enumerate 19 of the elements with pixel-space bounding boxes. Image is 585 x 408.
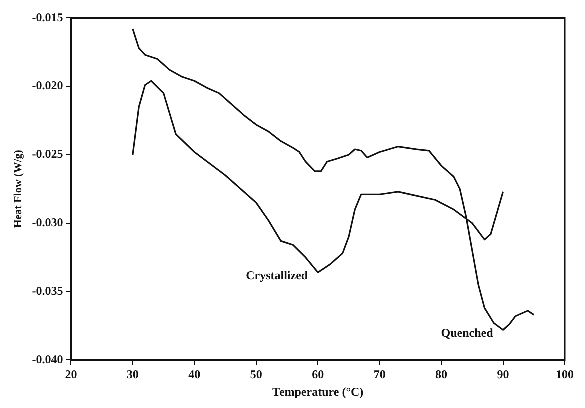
y-tick-label: -0.040 [32,352,64,366]
x-tick-label: 40 [188,367,201,382]
y-tick-label: -0.030 [32,215,64,230]
y-tick-label: -0.020 [32,78,64,93]
x-tick-label: 100 [556,367,574,382]
y-tick-label: -0.025 [32,147,64,162]
x-tick-label: 80 [436,367,448,382]
x-tick-label: 20 [65,367,78,382]
x-tick-label: 70 [374,367,386,382]
y-tick-label: -0.035 [32,284,64,298]
y-axis-title: Heat Flow (W/g) [12,150,24,228]
x-tick-label: 60 [312,367,324,382]
x-tick-label: 90 [497,367,510,382]
x-axis-title: Temperature (°C) [272,384,364,399]
x-tick-label: 50 [250,367,262,382]
series-label: Quenched [441,326,494,340]
series-label: Crystallized [246,268,308,283]
x-tick-label: 30 [126,367,139,382]
y-tick-label: -0.015 [32,10,64,24]
